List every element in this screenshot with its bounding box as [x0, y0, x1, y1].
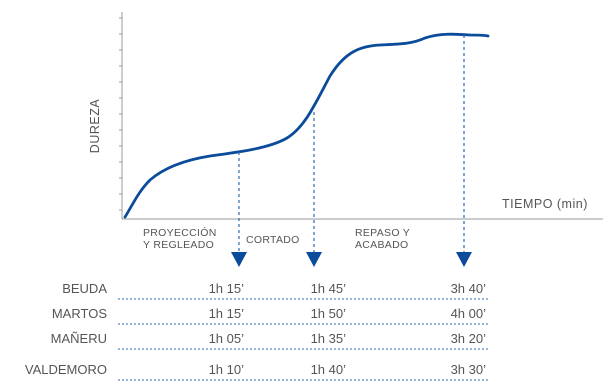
- row-value-cutting: 1h 45’: [311, 281, 347, 296]
- row-value-cutting: 1h 50’: [311, 306, 347, 321]
- x-axis-title: TIEMPO (min): [502, 197, 588, 211]
- phase-label-2: CORTADO: [246, 234, 300, 246]
- phase-label-3-line-2: ACABADO: [355, 239, 408, 251]
- row-label: VALDEMORO: [25, 362, 107, 377]
- phase-guides: [231, 35, 472, 267]
- table-row: MARTOS 1h 15’ 1h 50’ 4h 00’: [52, 306, 490, 325]
- row-value-finishing: 3h 30’: [451, 362, 487, 377]
- row-value-cutting: 1h 40’: [311, 362, 347, 377]
- phase-label-3-line-1: REPASO Y: [355, 227, 410, 239]
- row-value-projection: 1h 05’: [209, 331, 245, 346]
- row-value-finishing: 3h 20’: [451, 331, 487, 346]
- row-label: MAÑERU: [51, 331, 107, 346]
- row-value-projection: 1h 15’: [209, 281, 245, 296]
- guide-arrow-1: [231, 252, 247, 267]
- y-axis-title: DUREZA: [88, 99, 102, 154]
- phase-label-1-line-1: PROYECCIÓN: [143, 226, 217, 239]
- guide-arrow-2: [306, 252, 322, 267]
- hardness-curve: [123, 32, 490, 219]
- row-value-cutting: 1h 35’: [311, 331, 347, 346]
- table-row: MAÑERU 1h 05’ 1h 35’ 3h 20’: [51, 331, 490, 350]
- row-label: MARTOS: [52, 306, 107, 321]
- row-value-finishing: 3h 40’: [451, 281, 487, 296]
- phase-label-1-line-2: Y REGLEADO: [143, 239, 214, 251]
- time-table: BEUDA 1h 15’ 1h 45’ 3h 40’ MARTOS 1h 15’…: [25, 281, 490, 381]
- row-value-projection: 1h 15’: [209, 306, 245, 321]
- guide-arrow-3: [456, 252, 472, 267]
- row-value-projection: 1h 10’: [209, 362, 245, 377]
- table-row: BEUDA 1h 15’ 1h 45’ 3h 40’: [62, 281, 490, 300]
- row-label: BEUDA: [62, 281, 107, 296]
- table-row: VALDEMORO 1h 10’ 1h 40’ 3h 30’: [25, 362, 490, 381]
- row-value-finishing: 4h 00’: [451, 306, 487, 321]
- y-axis-ticks: [119, 17, 122, 211]
